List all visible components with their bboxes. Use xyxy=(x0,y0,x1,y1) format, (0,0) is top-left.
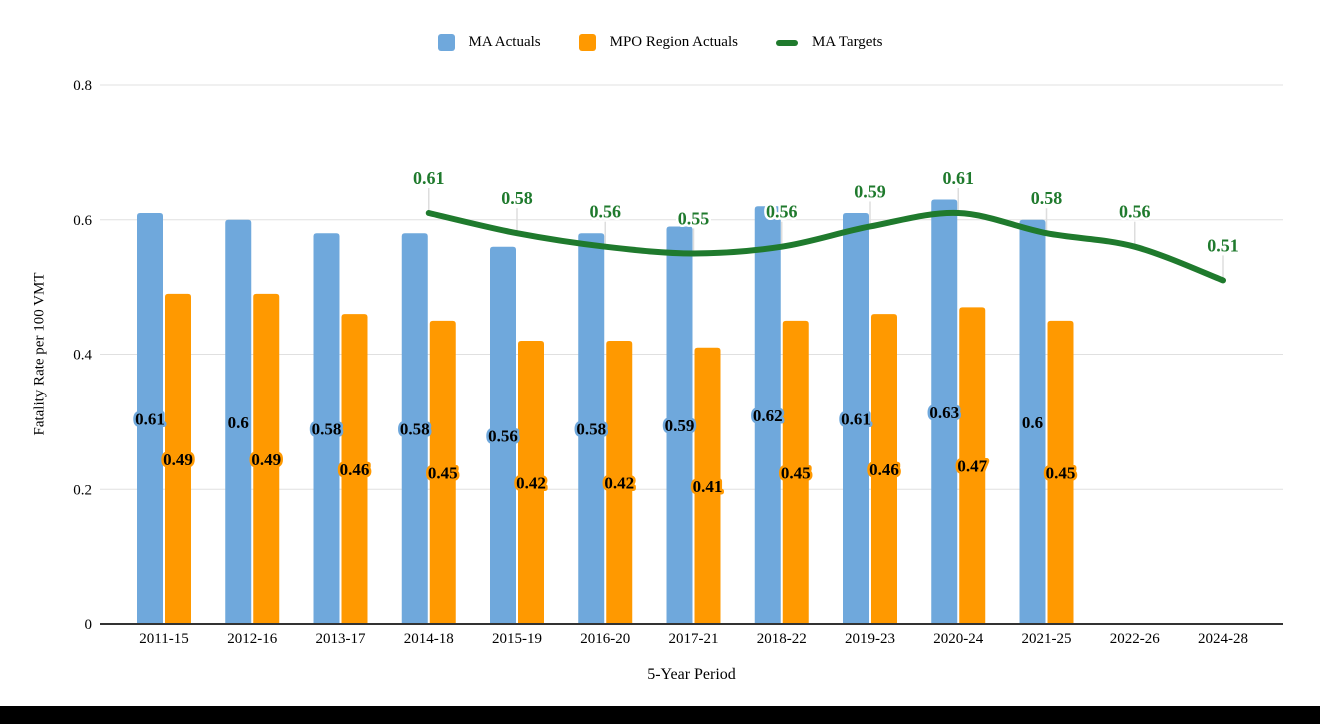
bar-value-label: 0.47 xyxy=(957,457,987,476)
target-line xyxy=(425,209,1226,284)
x-axis-title: 5-Year Period xyxy=(647,666,736,683)
legend-item-1[interactable]: MPO Region Actuals xyxy=(578,34,738,51)
bar xyxy=(518,341,544,624)
x-tick-label: 2011-15 xyxy=(139,631,188,647)
bar-value-label: 0.59 xyxy=(665,416,695,435)
bar xyxy=(1047,320,1074,624)
line-value-label: 0.55 xyxy=(678,208,710,228)
bar-value-label: 0.45 xyxy=(781,463,811,482)
bar-value-label: 0.58 xyxy=(312,420,342,439)
bar xyxy=(959,307,986,624)
bar xyxy=(782,320,809,624)
legend-item-0[interactable]: MA Actuals xyxy=(437,34,541,51)
x-tick-label: 2017-21 xyxy=(669,631,719,647)
x-tick-label: 2022-26 xyxy=(1110,631,1160,647)
bar-value-label: 0.6 xyxy=(228,413,249,432)
bar-value-label: 0.49 xyxy=(163,450,193,469)
x-tick-label: 2019-23 xyxy=(845,631,895,647)
x-tick-label: 2012-16 xyxy=(227,631,277,647)
legend-swatch-icon xyxy=(437,34,455,51)
line-value-label: 0.56 xyxy=(766,202,798,222)
bar-value-label: 0.42 xyxy=(604,474,634,493)
legend-swatch-icon xyxy=(775,39,798,46)
bar xyxy=(137,213,163,624)
bottom-black-bar xyxy=(0,706,1320,724)
line-value-label: 0.56 xyxy=(590,202,622,222)
bar xyxy=(578,233,605,624)
bar xyxy=(225,219,252,624)
bar xyxy=(666,226,693,625)
bar-value-label: 0.61 xyxy=(841,410,871,429)
legend-label: MA Targets xyxy=(811,34,883,50)
line-value-label: 0.61 xyxy=(413,168,445,188)
bar-value-label: 0.6 xyxy=(1022,413,1043,432)
bar xyxy=(313,233,340,624)
x-tick-label: 2018-22 xyxy=(757,631,807,647)
line-value-label: 0.51 xyxy=(1207,235,1239,255)
bar-value-label: 0.58 xyxy=(576,420,606,439)
y-tick-label: 0.6 xyxy=(73,213,92,229)
legend-item-2[interactable]: MA Targets xyxy=(775,34,883,51)
line-value-label: 0.56 xyxy=(1119,202,1151,222)
bar xyxy=(429,320,456,624)
bar xyxy=(606,341,633,624)
x-tick-label: 2021-25 xyxy=(1022,631,1072,647)
line-value-label: 0.59 xyxy=(854,181,886,201)
line-value-label: 0.58 xyxy=(1031,188,1063,208)
bar xyxy=(843,213,869,624)
y-tick-label: 0.2 xyxy=(73,482,92,498)
bar xyxy=(490,246,516,624)
bar-value-label: 0.58 xyxy=(400,420,430,439)
line-value-label: 0.61 xyxy=(943,168,975,188)
x-tick-label: 2016-20 xyxy=(580,631,630,647)
bar-value-label: 0.45 xyxy=(1046,463,1076,482)
bar-value-label: 0.63 xyxy=(929,403,959,422)
bar xyxy=(694,347,721,624)
legend-label: MA Actuals xyxy=(468,34,541,50)
bar-value-label: 0.46 xyxy=(340,460,370,479)
bar xyxy=(253,293,280,624)
bar-value-label: 0.45 xyxy=(428,463,458,482)
legend: MA Actuals MPO Region Actuals MA Targets xyxy=(0,34,1320,51)
bar-value-label: 0.49 xyxy=(251,450,281,469)
bar xyxy=(931,199,958,624)
y-tick-label: 0 xyxy=(85,617,93,633)
bar-value-label: 0.41 xyxy=(693,477,723,496)
x-tick-label: 2020-24 xyxy=(933,631,983,647)
bar xyxy=(754,206,781,624)
bar xyxy=(165,293,191,624)
y-tick-label: 0.4 xyxy=(73,348,92,364)
bar-value-label: 0.46 xyxy=(869,460,899,479)
x-tick-label: 2024-28 xyxy=(1198,631,1248,647)
bar xyxy=(341,314,368,624)
bar xyxy=(401,233,428,624)
line-value-label: 0.58 xyxy=(501,188,533,208)
x-tick-label: 2015-19 xyxy=(492,631,542,647)
y-tick-label: 0.8 xyxy=(73,78,92,94)
bar-value-label: 0.56 xyxy=(488,426,518,445)
bar-value-label: 0.61 xyxy=(135,410,165,429)
bar xyxy=(871,314,897,624)
chart-svg: 0 0.2 0.4 0.6 0.8 2011-15 2012-16 2013-17 2014-1… xyxy=(73,78,1283,647)
bar-value-label: 0.42 xyxy=(516,474,546,493)
legend-label: MPO Region Actuals xyxy=(609,34,738,50)
bar xyxy=(1019,219,1046,624)
x-tick-label: 2014-18 xyxy=(404,631,454,647)
x-tick-label: 2013-17 xyxy=(316,631,366,647)
legend-swatch-icon xyxy=(578,34,596,51)
bar-value-label: 0.62 xyxy=(753,406,783,425)
